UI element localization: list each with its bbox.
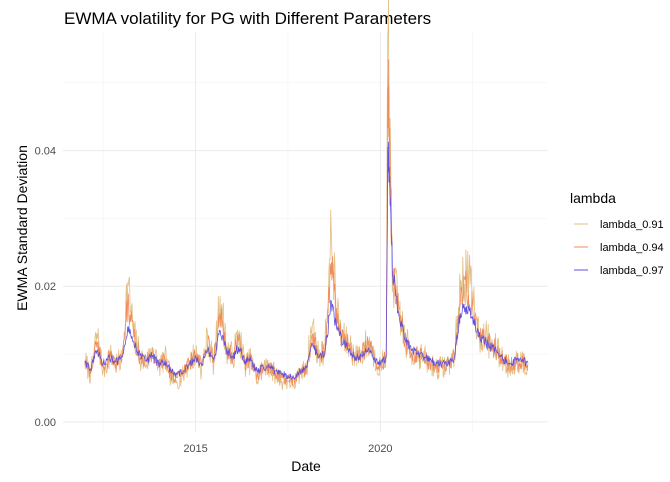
y-axis-title: EWMA Standard Deviation <box>14 145 30 311</box>
legend-title: lambda <box>570 190 616 206</box>
legend-label: lambda_0.91 <box>600 219 664 231</box>
series-lines <box>84 0 529 391</box>
y-tick-label: 0.00 <box>35 417 56 429</box>
legend-label: lambda_0.94 <box>600 242 664 254</box>
legend-label: lambda_0.97 <box>600 265 664 277</box>
x-tick-label: 2015 <box>183 443 207 455</box>
series-line-lambda_0.97 <box>84 141 529 380</box>
y-tick-labels: 0.00 0.02 0.04 <box>35 146 56 429</box>
x-tick-labels: 2015 2020 <box>183 443 392 455</box>
y-tick-label: 0.02 <box>35 281 56 293</box>
y-tick-label: 0.04 <box>35 146 56 158</box>
chart-title: EWMA volatility for PG with Different Pa… <box>64 9 431 28</box>
series-line-lambda_0.94 <box>84 59 529 386</box>
x-axis-title: Date <box>291 458 321 474</box>
legend: lambda lambda_0.91 lambda_0.94 lambda_0.97 <box>570 190 664 277</box>
x-tick-label: 2020 <box>368 443 392 455</box>
series-line-lambda_0.91 <box>84 0 529 391</box>
